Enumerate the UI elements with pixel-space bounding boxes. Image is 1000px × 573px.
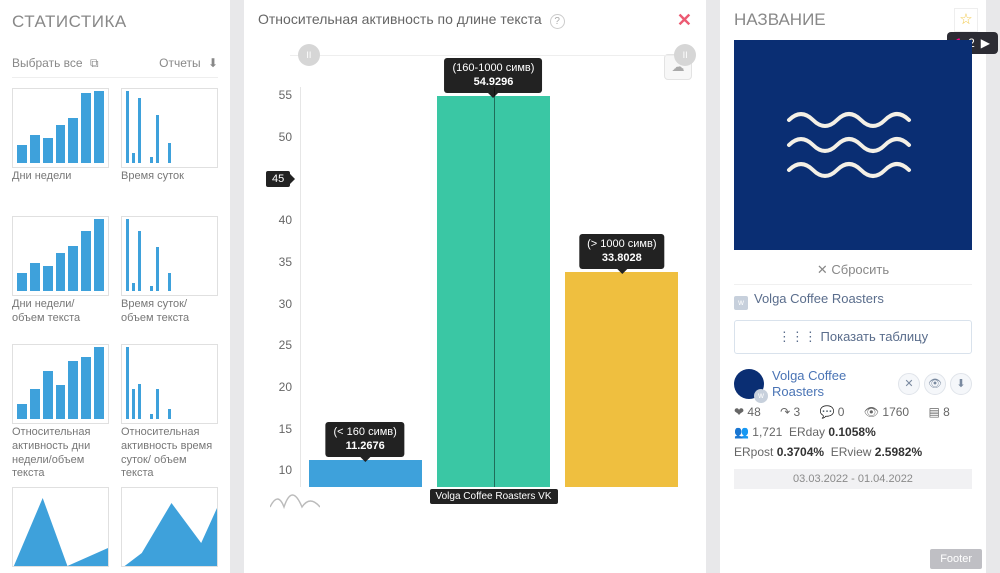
x-caption: Volga Coffee Roasters VK [430,489,558,504]
chevron-right-icon[interactable]: ▶ [981,36,990,50]
close-small-icon: ✕ [817,262,828,277]
tile-label: Время суток/ объем текста [121,298,218,338]
brand-hero [734,40,972,250]
stat-tile[interactable]: Дни недели/ объем текста [12,216,109,338]
stat-tile[interactable]: Относительная активность время суток/ об… [121,344,218,481]
chart-crosshair [494,87,495,487]
stat-tile[interactable]: Время суток [121,88,218,210]
slider-handle-right[interactable]: II [674,44,696,66]
slider-handle-left[interactable]: II [298,44,320,66]
chart-bar[interactable]: (< 160 симв)11.2676 [309,460,422,487]
stats-title: СТАТИСТИКА [12,12,218,32]
details-panel: НАЗВАНИЕ ☆ 1 2 ▶ ✕ Сбросить wVolga Coffe… [720,0,986,573]
stat-tile[interactable]: Дни недели [12,88,109,210]
chart-bar[interactable]: (> 1000 симв)33.8028 [565,272,678,487]
date-range: 03.03.2022 - 01.04.2022 [734,469,972,489]
details-title: НАЗВАНИЕ [734,10,972,30]
erday-metric: ERday 0.1058% [789,425,876,439]
brand-row[interactable]: wVolga Coffee Roasters [734,284,972,320]
tile-label: Дни недели/ объем текста [12,298,109,338]
help-icon[interactable]: ? [550,14,565,29]
remove-button[interactable]: ✕ [898,373,920,395]
copy-icon: ⧉ [90,56,99,70]
avatar [734,369,764,399]
stat-tiles: Дни недели Время суток Дни недели/ объем т… [12,88,218,573]
posts-metric: ▤ 8 [928,405,957,419]
reports-link[interactable]: Отчеты ⬇ [159,56,218,71]
tile-label: Относительная активность время суток/ об… [121,426,218,481]
shares-metric: ↷ 3 [780,405,808,419]
followers-metric: 👥 1,721 [734,425,782,439]
stat-tile[interactable] [121,487,218,573]
close-icon[interactable]: ✕ [677,10,692,31]
erview-metric: ERview 2.5982% [831,445,922,459]
bar-slot: (< 160 симв)11.2676 [301,87,429,487]
stats-sidebar: СТАТИСТИКА Выбрать все ⧉ Отчеты ⬇ Дни не… [0,0,230,573]
chart-title: Относительная активность по длине текста… [258,10,565,29]
erpost-metric: ERpost 0.3704% [734,445,824,459]
grid-icon: ⋮⋮⋮ [778,329,817,344]
stat-tile[interactable] [12,487,109,573]
vk-icon: w [734,296,748,310]
stat-tile[interactable]: Относительная активность дни недели/объе… [12,344,109,481]
show-table-button[interactable]: ⋮⋮⋮ Показать таблицу [734,320,972,354]
stat-tile[interactable]: Время суток/ объем текста [121,216,218,338]
bar-tooltip: (< 160 симв)11.2676 [326,422,405,458]
view-button[interactable]: 👁 [924,373,946,395]
views-metric: 👁 1760 [864,405,917,419]
metrics: ❤ 48 ↷ 3 💬 0 👁 1760 ▤ 8 👥 1,721 ERday 0.… [734,405,972,459]
download-button[interactable]: ⬇ [950,373,972,395]
bar-tooltip: (> 1000 симв)33.8028 [579,234,664,270]
footer-tag: Footer [930,549,982,569]
account-row: Volga Coffee Roasters ✕ 👁 ⬇ [734,368,972,399]
distribution-icon [270,487,320,509]
favorite-button[interactable]: ☆ [954,8,978,32]
tile-label: Дни недели [12,170,109,210]
account-name[interactable]: Volga Coffee Roasters [772,368,890,399]
tile-label: Время суток [121,170,218,210]
bar-slot: (> 1000 симв)33.8028 [558,87,686,487]
bar-chart: 1015202530354045505545 (< 160 симв)11.26… [266,87,692,507]
y-pointer: 45 [266,171,290,187]
download-icon: ⬇ [208,56,218,70]
comments-metric: 💬 0 [820,405,853,419]
chart-panel: Относительная активность по длине текста… [244,0,706,573]
select-all-link[interactable]: Выбрать все ⧉ [12,56,99,71]
reset-button[interactable]: ✕ Сбросить [734,262,972,278]
tile-label: Относительная активность дни недели/объе… [12,426,109,481]
waves-icon [783,100,923,190]
likes-metric: ❤ 48 [734,405,769,419]
